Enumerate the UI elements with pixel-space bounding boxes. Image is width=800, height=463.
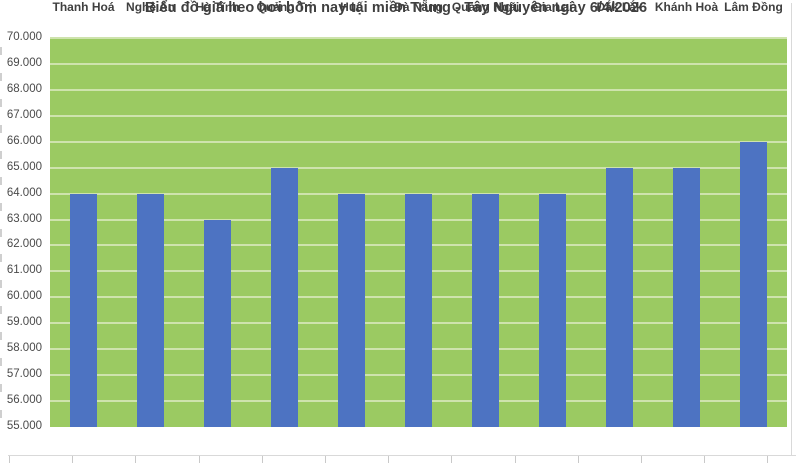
table-column-divider bbox=[325, 456, 326, 463]
x-axis-category-label: Lâm Đồng bbox=[724, 0, 783, 14]
table-column-divider bbox=[577, 456, 579, 463]
bar[interactable] bbox=[70, 193, 97, 427]
y-axis-tick-label: 58.000 bbox=[6, 342, 42, 355]
y-axis-tick-label: 68.000 bbox=[6, 82, 42, 95]
x-axis-category-label: Hà Tĩnh bbox=[195, 0, 240, 14]
y-axis-tick-label: 63.000 bbox=[6, 212, 42, 225]
left-border-dash bbox=[0, 358, 2, 367]
bar[interactable] bbox=[338, 193, 365, 427]
table-column-divider bbox=[72, 456, 74, 463]
y-axis-tick-label: 60.000 bbox=[6, 290, 42, 303]
y-axis-tick-label: 66.000 bbox=[6, 134, 42, 147]
y-axis-tick-label: 65.000 bbox=[6, 160, 42, 173]
left-border-dash bbox=[0, 332, 2, 341]
chart-title: Biểu đồ giá heo hơi hôm nay tại miền Tru… bbox=[144, 0, 648, 16]
x-axis-category-label: Huế bbox=[340, 0, 363, 14]
x-axis-category-label: Nghệ An bbox=[126, 0, 175, 14]
x-axis-category-label: Đắk Lắk bbox=[596, 0, 643, 14]
table-column-divider bbox=[514, 456, 516, 463]
left-border-dash bbox=[0, 72, 2, 81]
bar[interactable] bbox=[271, 167, 298, 427]
table-column-divider bbox=[261, 456, 263, 463]
y-axis-tick-label: 70.000 bbox=[6, 31, 42, 43]
left-border-dash bbox=[0, 98, 2, 107]
bar[interactable] bbox=[204, 219, 231, 427]
gridline bbox=[50, 88, 787, 91]
table-column-divider bbox=[641, 456, 642, 463]
bar[interactable] bbox=[405, 193, 432, 427]
gridline bbox=[50, 62, 787, 65]
left-border-dash bbox=[0, 254, 2, 263]
y-axis-tick-label: 69.000 bbox=[6, 56, 42, 69]
y-axis-tick-label: 59.000 bbox=[6, 316, 42, 329]
table-column-divider bbox=[451, 456, 453, 463]
x-axis-category-label: Khánh Hoà bbox=[654, 0, 719, 14]
x-axis-category-labels: Thanh Hoá Nghệ An Hà Tĩnh Quảng Trị Huế Đà Nẵ… bbox=[0, 0, 800, 20]
table-top-border bbox=[8, 455, 796, 456]
y-axis-tick-label: 55.000 bbox=[6, 420, 42, 432]
left-border-dash bbox=[0, 306, 2, 315]
table-column-divider bbox=[9, 456, 10, 463]
table-column-divider bbox=[388, 456, 390, 463]
left-border-dash bbox=[0, 280, 2, 289]
left-border-dash bbox=[0, 384, 2, 393]
table-column-divider bbox=[704, 456, 706, 463]
gridline bbox=[50, 166, 787, 169]
x-axis-category-label: Quảng Ngãi bbox=[451, 0, 520, 14]
gridline bbox=[50, 140, 787, 143]
table-column-divider bbox=[767, 456, 769, 463]
y-axis-tick-label: 67.000 bbox=[6, 108, 42, 121]
bar[interactable] bbox=[740, 141, 767, 427]
table-column-divider bbox=[198, 456, 200, 463]
y-axis-tick-label: 56.000 bbox=[6, 394, 42, 407]
bar[interactable] bbox=[472, 193, 499, 427]
x-axis-category-label: Thanh Hoá bbox=[52, 0, 115, 14]
left-border-dash bbox=[0, 410, 2, 419]
bar[interactable] bbox=[606, 167, 633, 427]
chart-right-border bbox=[791, 3, 792, 455]
left-border-dash bbox=[0, 124, 2, 133]
y-axis-tick-label: 62.000 bbox=[6, 238, 42, 251]
left-border-dash bbox=[0, 228, 2, 237]
left-border-dash bbox=[0, 150, 2, 159]
x-axis-category-label: Đà Nẵng bbox=[394, 0, 443, 14]
y-axis-tick-label: 57.000 bbox=[6, 368, 42, 381]
x-axis-category-label: Gia Lai bbox=[532, 0, 573, 14]
bar[interactable] bbox=[539, 193, 566, 427]
left-border-dash bbox=[0, 202, 2, 211]
bar[interactable] bbox=[673, 167, 700, 427]
left-border-dash bbox=[0, 176, 2, 185]
gridline bbox=[50, 37, 787, 39]
x-axis-category-label: Quảng Trị bbox=[256, 0, 313, 14]
y-axis-tick-label: 61.000 bbox=[6, 264, 42, 277]
table-column-divider bbox=[135, 456, 137, 463]
bar[interactable] bbox=[137, 193, 164, 427]
y-axis-tick-label: 64.000 bbox=[6, 186, 42, 199]
gridline bbox=[50, 114, 787, 117]
left-border-dash bbox=[0, 46, 2, 55]
